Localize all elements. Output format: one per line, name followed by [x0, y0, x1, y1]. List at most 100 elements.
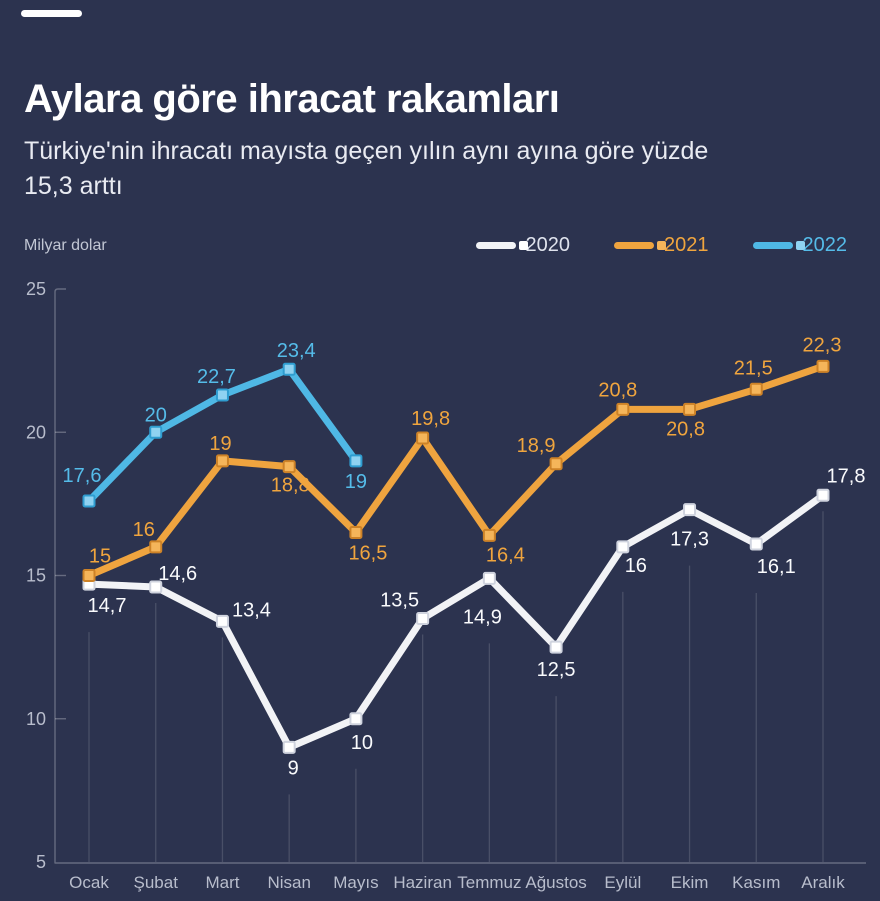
data-point-marker [549, 457, 563, 471]
data-point-label: 21,5 [734, 357, 773, 379]
data-point-label: 20,8 [598, 379, 637, 401]
y-tick-label: 5 [36, 852, 46, 872]
data-point-marker [82, 494, 96, 508]
marker-square-icon [518, 241, 528, 250]
data-point-label: 16,1 [757, 556, 796, 578]
series-2021: 15 16 19 18,8 16,5 19,8 16,4 18,9 20,8 20,8 21,5 22… [82, 334, 842, 582]
data-point-label: 15 [89, 546, 111, 568]
y-tick-label: 20 [26, 422, 46, 442]
agency-logo-bar [21, 10, 82, 17]
data-point-marker [683, 503, 697, 517]
data-point-label: 9 [288, 757, 299, 779]
data-point-marker [215, 454, 229, 468]
month-label: Nisan [267, 873, 310, 892]
page-title: Aylara göre ihracat rakamları [24, 76, 560, 121]
data-point-label: 14,6 [158, 563, 197, 585]
page-subtitle: Türkiye'nin ihracatı mayısta geçen yılın… [24, 137, 709, 200]
y-tick-label: 15 [26, 566, 46, 586]
data-point-marker [149, 425, 163, 439]
data-point-label: 12,5 [537, 659, 576, 681]
data-point-marker [282, 460, 296, 474]
month-label: Haziran [393, 873, 452, 892]
series-2020: 14,7 14,6 13,4 9 10 13,5 14,9 12,5 16 17,3 16,1 17,… [82, 465, 866, 779]
data-point-marker [282, 362, 296, 376]
data-point-marker [416, 611, 430, 625]
y-axis-labels: 25 20 15 10 5 [26, 279, 46, 872]
month-label: Ekim [671, 873, 709, 892]
data-point-marker [215, 614, 229, 628]
data-point-label: 10 [351, 732, 373, 754]
data-point-label: 16,4 [486, 544, 525, 566]
data-point-label: 18,8 [271, 475, 310, 497]
legend-label: 2022 [802, 234, 848, 256]
data-point-marker [349, 454, 363, 468]
data-point-label: 19 [345, 471, 367, 493]
line-series-icon [752, 241, 805, 250]
month-label: Temmuz [457, 873, 521, 892]
data-point-marker [816, 488, 830, 502]
chart-legend: 2020 2021 2022 [475, 234, 848, 257]
data-point-label: 17,8 [827, 465, 866, 487]
data-point-marker [549, 640, 563, 654]
data-point-marker [683, 402, 697, 416]
marker-square-icon [795, 241, 805, 250]
legend-label: 2020 [525, 234, 571, 256]
marker-square-icon [657, 241, 666, 250]
y-axis-unit-label: Milyar dolar [24, 237, 107, 254]
data-point-label: 19 [209, 433, 231, 455]
axes [54, 288, 866, 864]
data-point-label: 23,4 [277, 340, 316, 362]
data-point-marker [149, 540, 163, 554]
data-point-marker [82, 569, 96, 582]
legend-item-2022: 2022 [752, 234, 848, 257]
data-point-label: 16 [625, 555, 647, 577]
legend-item-2021: 2021 [614, 234, 709, 257]
legend-item-2020: 2020 [475, 234, 571, 257]
data-point-label: 14,9 [463, 606, 502, 628]
data-point-marker [616, 402, 630, 416]
data-point-marker [749, 382, 763, 396]
drop-gridlines [88, 511, 824, 862]
series-2022: 17,6 20 22,7 23,4 19 [63, 340, 367, 508]
data-point-marker [482, 571, 496, 585]
x-axis-labels: Ocak Şubat Mart Nisan Mayıs Haziran Temmuz Ağus… [69, 873, 845, 892]
data-point-marker [282, 740, 296, 754]
data-point-marker [482, 528, 496, 542]
month-label: Mayıs [333, 873, 378, 892]
data-point-label: 22,3 [803, 334, 842, 356]
data-point-marker [616, 540, 630, 554]
data-point-marker [749, 537, 763, 551]
data-point-marker [215, 388, 229, 402]
y-tick-label: 10 [26, 709, 46, 729]
month-label: Mart [205, 873, 239, 892]
data-point-label: 19,8 [411, 408, 450, 430]
line-series-icon [475, 241, 528, 250]
data-point-label: 22,7 [197, 366, 236, 388]
data-point-label: 20,8 [666, 418, 705, 440]
data-point-label: 16 [133, 519, 155, 541]
data-point-label: 20 [145, 404, 167, 426]
data-point-marker [416, 431, 430, 445]
month-label: Kasım [732, 873, 780, 892]
month-label: Ocak [69, 873, 109, 892]
data-point-label: 17,3 [670, 529, 709, 551]
y-tick-label: 25 [26, 279, 46, 299]
data-point-label: 16,5 [348, 543, 387, 565]
data-point-marker [149, 580, 163, 594]
month-label: Aralık [801, 873, 845, 892]
data-point-marker [349, 712, 363, 726]
data-point-label: 17,6 [63, 465, 102, 487]
data-point-label: 13,4 [232, 599, 271, 621]
data-point-marker [816, 359, 830, 373]
line-series-icon [614, 241, 666, 250]
month-label: Şubat [134, 873, 179, 892]
data-point-label: 18,9 [517, 435, 556, 457]
data-point-label: 14,7 [88, 595, 127, 617]
month-label: Eylül [604, 873, 641, 892]
month-label: Ağustos [525, 873, 586, 892]
legend-label: 2021 [664, 234, 709, 256]
data-point-marker [349, 526, 363, 540]
data-point-label: 13,5 [380, 589, 419, 611]
